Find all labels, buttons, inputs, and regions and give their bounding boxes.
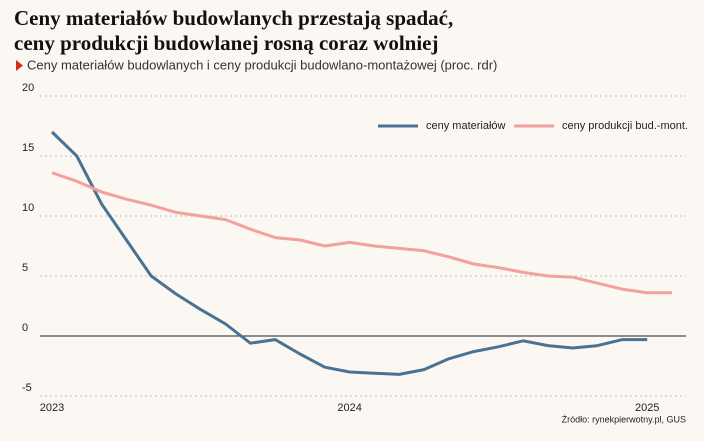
y-tick-label: 0: [22, 322, 28, 334]
y-tick-label: 15: [22, 142, 34, 154]
subtitle-marker: [16, 60, 23, 71]
y-tick-label: 20: [22, 82, 34, 94]
x-tick-label: 2023: [40, 402, 64, 414]
source: Źródło: rynekpierwotny.pl, GUS: [562, 414, 686, 424]
line-series: [51, 171, 672, 295]
x-tick-label: 2024: [337, 402, 361, 414]
x-tick-label: 2025: [635, 402, 659, 414]
y-tick-label: 5: [22, 262, 28, 274]
chart-title: ceny produkcji budowlanej rosną coraz wo…: [14, 31, 439, 55]
y-tick-label: -5: [22, 382, 32, 394]
legend-label: ceny materiałów: [426, 120, 506, 132]
chart-subtitle: Ceny materiałów budowlanych i ceny produ…: [27, 57, 497, 72]
line-series: [50, 130, 648, 376]
legend-label: ceny produkcji bud.-mont.: [562, 120, 688, 132]
y-tick-label: 10: [22, 202, 34, 214]
chart-title: Ceny materiałów budowlanych przestają sp…: [14, 6, 453, 30]
